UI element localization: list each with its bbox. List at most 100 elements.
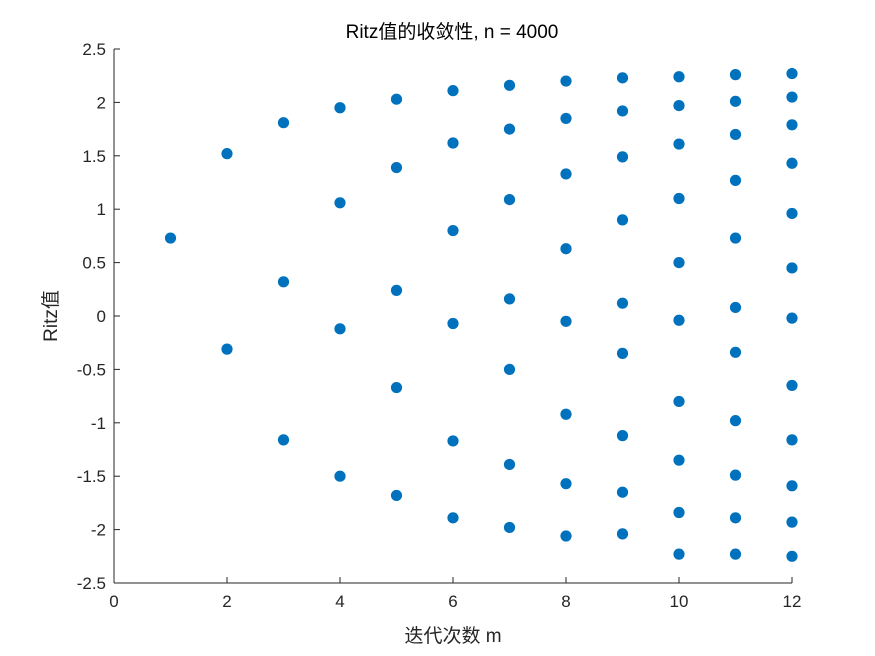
data-point-39 <box>616 214 629 226</box>
y-tick-label: 1 <box>97 200 106 219</box>
data-point-17 <box>447 224 459 237</box>
data-point-31 <box>560 243 572 255</box>
data-point-1 <box>221 148 233 160</box>
data-point-18 <box>447 317 459 330</box>
data-point-38 <box>616 151 629 163</box>
x-tick-label: 4 <box>335 592 344 611</box>
x-tick-label: 10 <box>670 592 689 611</box>
data-point-63 <box>729 469 742 481</box>
data-point-64 <box>729 512 742 524</box>
data-point-42 <box>616 430 629 442</box>
data-point-46 <box>673 100 685 112</box>
data-point-12 <box>390 284 403 296</box>
data-point-16 <box>447 137 459 149</box>
data-point-59 <box>729 232 742 244</box>
y-axis-label: Ritz值 <box>40 290 62 342</box>
data-point-60 <box>729 301 742 314</box>
data-point-76 <box>786 516 798 528</box>
data-point-65 <box>729 548 742 560</box>
data-point-49 <box>673 257 685 269</box>
x-axis-label: 迭代次数 m <box>404 625 501 647</box>
y-ticks: -2.5 -2 -1.5 -1 -0.5 0 0.5 1 1.5 2 2.5 <box>77 40 120 593</box>
x-tick-label: 6 <box>448 592 457 611</box>
data-points <box>164 67 798 562</box>
data-point-50 <box>673 314 685 326</box>
data-point-21 <box>503 79 516 91</box>
x-tick-label: 2 <box>222 592 231 611</box>
data-point-19 <box>447 435 459 447</box>
data-point-57 <box>729 128 742 141</box>
data-point-30 <box>560 168 572 180</box>
data-point-22 <box>503 123 516 135</box>
y-tick-label: 2 <box>97 93 106 112</box>
data-point-47 <box>673 138 685 150</box>
y-tick-label: -1 <box>91 414 106 433</box>
data-point-40 <box>616 297 629 309</box>
data-point-4 <box>277 276 290 288</box>
data-point-52 <box>673 454 685 466</box>
chart-title: Ritz值的收敛性, n = 4000 <box>346 21 559 43</box>
y-tick-label: 2.5 <box>82 40 106 59</box>
data-point-45 <box>673 71 685 83</box>
data-point-73 <box>786 379 798 392</box>
data-point-3 <box>277 117 290 129</box>
y-tick-label: -0.5 <box>77 360 106 379</box>
data-point-29 <box>560 112 572 125</box>
data-point-58 <box>729 174 742 186</box>
data-point-69 <box>786 157 798 169</box>
data-point-62 <box>729 415 742 427</box>
data-point-5 <box>277 434 290 446</box>
data-point-68 <box>786 119 798 131</box>
y-tick-label: 0.5 <box>82 254 106 273</box>
data-point-8 <box>334 323 346 335</box>
data-point-0 <box>164 232 177 244</box>
data-point-10 <box>390 93 403 105</box>
x-tick-label: 0 <box>109 592 118 611</box>
data-point-32 <box>560 315 572 327</box>
data-point-14 <box>390 489 403 502</box>
data-point-9 <box>334 470 346 482</box>
data-point-23 <box>503 193 516 206</box>
data-point-33 <box>560 408 572 420</box>
data-point-37 <box>616 105 629 117</box>
data-point-25 <box>503 363 516 375</box>
data-point-75 <box>786 480 798 492</box>
y-tick-label: -2 <box>91 521 106 540</box>
data-point-61 <box>729 346 742 358</box>
y-tick-label: -1.5 <box>77 467 106 486</box>
data-point-20 <box>447 512 459 524</box>
data-point-7 <box>334 197 346 209</box>
data-point-74 <box>786 434 798 446</box>
data-point-72 <box>786 312 798 324</box>
data-point-43 <box>616 486 629 498</box>
data-point-2 <box>221 343 233 355</box>
plot-area <box>114 49 792 583</box>
data-point-71 <box>786 262 798 274</box>
data-point-51 <box>673 395 685 408</box>
data-point-41 <box>616 347 629 359</box>
data-point-56 <box>729 95 742 107</box>
data-point-6 <box>334 102 346 114</box>
data-point-70 <box>786 207 798 220</box>
x-ticks: 0 2 4 6 8 10 12 <box>109 577 801 611</box>
data-point-44 <box>616 528 629 540</box>
data-point-28 <box>560 75 572 87</box>
data-point-27 <box>503 521 516 534</box>
data-point-34 <box>560 478 572 490</box>
data-point-66 <box>786 67 798 80</box>
data-point-54 <box>673 548 685 560</box>
data-point-24 <box>503 293 516 305</box>
y-tick-label: 0 <box>97 307 106 326</box>
data-point-77 <box>786 550 798 562</box>
data-point-26 <box>503 458 516 471</box>
data-point-36 <box>616 72 629 84</box>
y-tick-label: -2.5 <box>77 574 106 593</box>
x-tick-label: 12 <box>783 592 802 611</box>
y-tick-label: 1.5 <box>82 147 106 166</box>
data-point-67 <box>786 91 798 103</box>
data-point-13 <box>390 381 403 394</box>
data-point-35 <box>560 530 572 542</box>
data-point-53 <box>673 506 685 519</box>
